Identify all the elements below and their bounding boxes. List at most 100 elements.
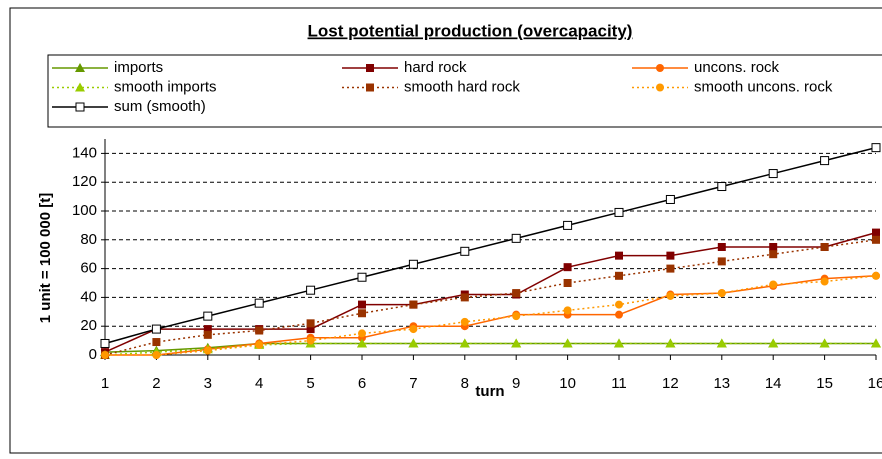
data-point xyxy=(408,259,418,269)
data-point xyxy=(717,243,726,251)
y-tick-label: 100 xyxy=(72,202,97,219)
data-point xyxy=(820,277,829,286)
data-point xyxy=(666,251,675,260)
data-point xyxy=(769,280,778,289)
data-point xyxy=(460,293,469,302)
data-point xyxy=(409,325,418,334)
data-point xyxy=(563,279,572,287)
data-point xyxy=(871,143,881,153)
x-tick-label: 15 xyxy=(816,375,833,392)
y-tick-label: 80 xyxy=(80,231,97,248)
x-tick-label: 8 xyxy=(461,375,469,392)
data-point xyxy=(769,250,778,259)
data-point xyxy=(768,338,779,348)
data-point xyxy=(872,271,880,280)
legend-label: hard rock xyxy=(404,59,467,76)
data-point xyxy=(717,257,726,266)
data-point xyxy=(871,338,881,348)
legend-label: sum (smooth) xyxy=(114,98,206,115)
data-point xyxy=(203,330,212,339)
data-point xyxy=(306,319,315,328)
legend-label: uncons. rock xyxy=(694,59,780,76)
legend-label: smooth hard rock xyxy=(404,78,520,95)
data-point xyxy=(306,336,315,345)
data-point xyxy=(666,291,675,300)
legend-label: imports xyxy=(114,59,163,76)
x-tick-label: 7 xyxy=(409,375,417,392)
x-tick-label: 12 xyxy=(662,375,679,392)
data-point xyxy=(358,300,366,309)
data-point xyxy=(460,317,469,326)
data-point xyxy=(101,351,109,359)
legend-label: smooth imports xyxy=(114,78,217,95)
data-point xyxy=(255,340,264,349)
data-point xyxy=(615,300,623,309)
data-point xyxy=(665,338,676,348)
data-point xyxy=(717,289,726,298)
data-point xyxy=(459,338,470,348)
data-point xyxy=(717,182,727,192)
y-tick-label: 60 xyxy=(80,260,97,277)
legend-marker xyxy=(656,64,664,72)
data-point xyxy=(562,338,573,348)
legend-marker xyxy=(75,102,85,112)
data-point xyxy=(769,243,778,251)
x-tick-label: 11 xyxy=(611,375,627,392)
series-line xyxy=(104,342,876,356)
data-point xyxy=(357,272,367,282)
data-point xyxy=(872,235,880,244)
data-point xyxy=(408,338,419,348)
data-point xyxy=(665,194,675,204)
data-point xyxy=(511,338,522,348)
x-tick-label: 2 xyxy=(152,375,160,392)
data-point xyxy=(768,169,778,179)
y-tick-label: 0 xyxy=(89,346,97,363)
x-tick-label: 1 xyxy=(101,375,109,392)
x-tick-label: 14 xyxy=(765,375,782,392)
data-point xyxy=(511,233,521,243)
legend-marker xyxy=(75,63,85,72)
data-point xyxy=(358,309,366,318)
data-point xyxy=(255,326,264,335)
legend-marker xyxy=(366,83,374,92)
data-point xyxy=(358,329,366,338)
y-tick-label: 20 xyxy=(80,317,97,334)
data-point xyxy=(152,338,161,347)
data-point xyxy=(203,311,213,321)
data-point xyxy=(820,156,830,166)
x-tick-label: 10 xyxy=(559,375,576,392)
y-axis-label: 1 unit = 100 000 [t] xyxy=(37,193,54,323)
data-point xyxy=(563,220,573,230)
data-point xyxy=(563,263,572,272)
data-point xyxy=(460,246,470,256)
data-point xyxy=(615,251,623,260)
legend-marker xyxy=(75,82,85,92)
y-tick-label: 40 xyxy=(80,288,97,305)
data-point xyxy=(203,325,212,334)
data-point xyxy=(666,264,675,273)
series-line xyxy=(104,146,877,345)
data-point xyxy=(512,312,521,321)
data-point xyxy=(614,207,624,217)
x-tick-label: 6 xyxy=(358,375,366,392)
data-point xyxy=(254,298,264,308)
legend-label: smooth uncons. rock xyxy=(694,78,833,95)
x-tick-label: 16 xyxy=(868,375,882,392)
data-point xyxy=(563,306,572,315)
legend-marker xyxy=(656,83,664,92)
data-point xyxy=(151,324,161,334)
data-point xyxy=(615,271,623,280)
data-point xyxy=(306,285,316,295)
data-point xyxy=(716,338,727,348)
data-point xyxy=(357,338,367,348)
data-point xyxy=(100,338,110,348)
data-point xyxy=(409,300,418,309)
series-line xyxy=(104,239,877,356)
data-point xyxy=(872,228,880,237)
x-tick-label: 5 xyxy=(306,375,314,392)
data-point xyxy=(819,338,830,348)
x-tick-label: 13 xyxy=(713,375,730,392)
x-axis-label: turn xyxy=(475,383,504,400)
x-tick-label: 3 xyxy=(204,375,212,392)
series-line xyxy=(105,275,877,356)
